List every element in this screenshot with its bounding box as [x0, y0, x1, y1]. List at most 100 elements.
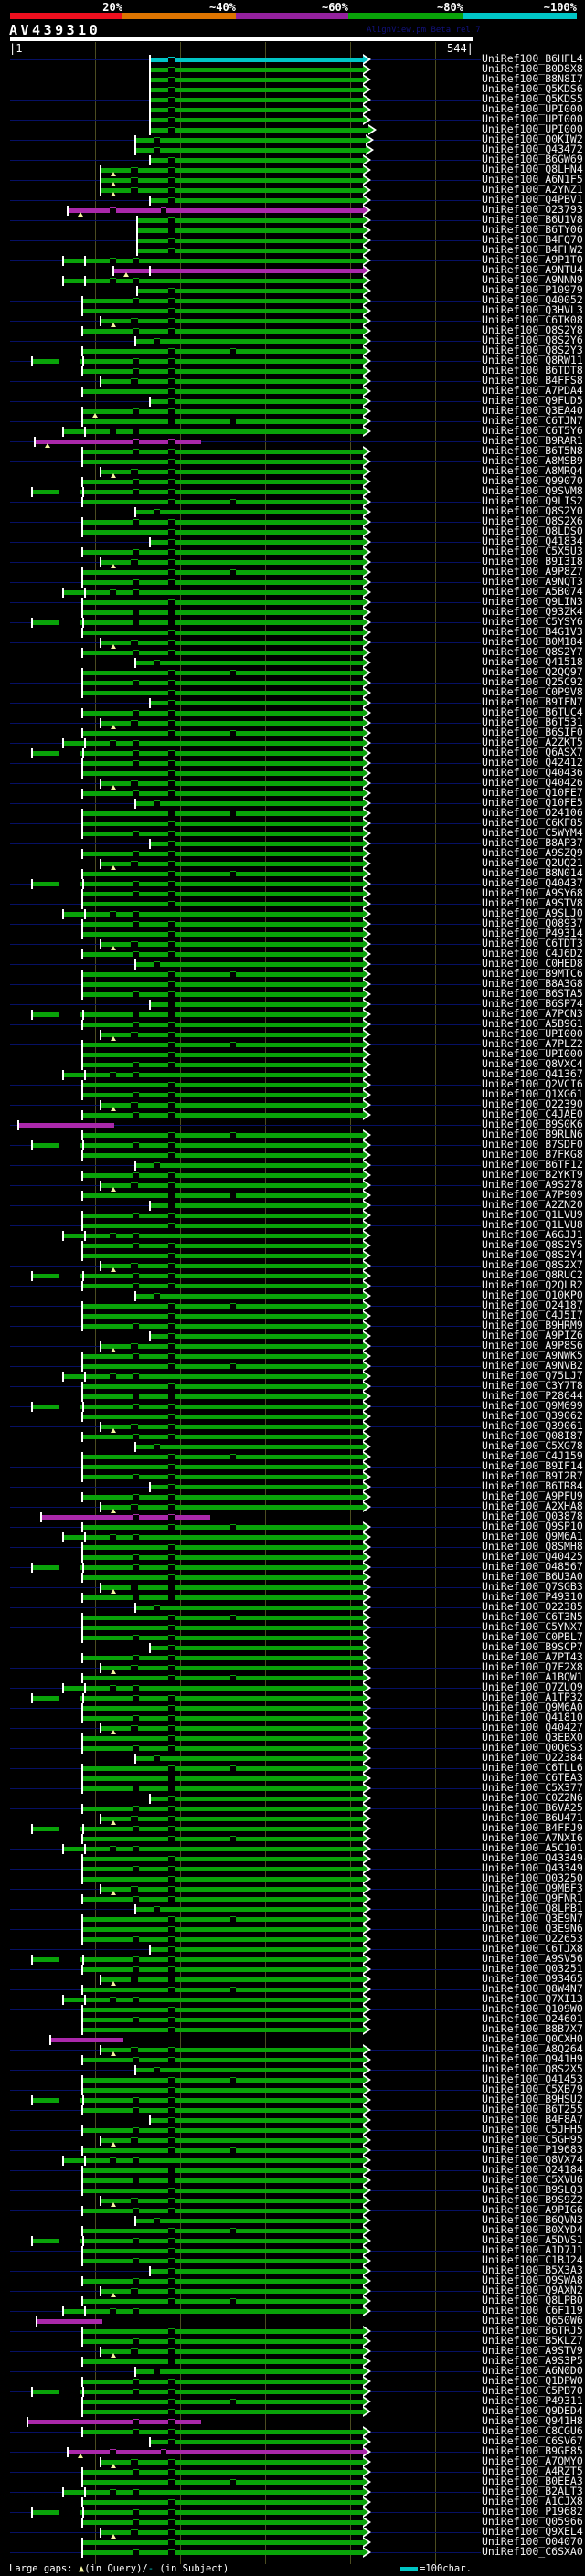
subject-gap-marker — [154, 2219, 160, 2223]
alignment-row: UniRef100_A6GJJ1 — [0, 1229, 585, 1241]
subject-gap-line — [133, 449, 139, 450]
subject-gap-line — [168, 1836, 175, 1837]
alignment-row: UniRef100_B4FFS8 — [0, 375, 585, 387]
subject-gap-marker — [168, 1425, 175, 1429]
subject-label: UniRef100_Q9DED4 — [482, 2404, 583, 2417]
start-tick — [81, 1020, 83, 1030]
subject-gap-line — [230, 2479, 236, 2480]
alignment-row: UniRef100_C6TLL6 — [0, 1762, 585, 1774]
subject-gap-line — [110, 1846, 116, 1847]
subject-gap-line — [131, 2198, 138, 2199]
subject-gap-line — [161, 207, 166, 208]
alignment-bar — [82, 1555, 363, 1560]
arrowhead-icon — [363, 2076, 368, 2083]
alignment-bar — [82, 299, 363, 303]
arrowhead-icon — [363, 1885, 368, 1892]
subject-gap-marker — [168, 721, 175, 726]
alignment-row: UniRef100_P19682 — [0, 2506, 585, 2518]
subject-label: UniRef100_A2XHA8 — [482, 1500, 583, 1512]
alignment-row: UniRef100_Q8VX74 — [0, 2154, 585, 2166]
subject-gap-line — [168, 2389, 175, 2390]
subject-gap-marker — [168, 2098, 175, 2103]
arrowhead-icon — [363, 1383, 368, 1390]
alignment-bar — [82, 1415, 363, 1419]
alignment-bar — [101, 1183, 363, 1188]
subject-gap-marker — [168, 1807, 175, 1811]
start-tick — [81, 2246, 83, 2256]
start-tick — [81, 1171, 83, 1181]
arrowhead-icon — [363, 870, 368, 877]
subject-label: UniRef100_C5JHH5 — [482, 2123, 583, 2136]
start-tick — [100, 467, 101, 477]
subject-label: UniRef100_O22384 — [482, 1751, 583, 1764]
subject-gap-marker — [168, 490, 175, 494]
subject-label: UniRef100_Q9M6A0 — [482, 1701, 583, 1713]
alignment-row: UniRef100_O24106 — [0, 807, 585, 819]
subject-gap-line — [131, 1182, 138, 1183]
subject-gap-line — [133, 2419, 139, 2420]
subject-gap-marker — [168, 2299, 175, 2304]
subject-gap-line — [154, 1444, 160, 1445]
subject-gap-line — [168, 2539, 175, 2540]
subject-gap-line — [168, 479, 175, 480]
subject-label: UniRef100_A9PIG6 — [482, 2203, 583, 2216]
alignment-row: UniRef100_C5X5U3 — [0, 546, 585, 557]
alignment-bar — [82, 1314, 363, 1319]
subject-gap-marker — [168, 2048, 175, 2052]
segment-tick — [82, 1271, 84, 1281]
alignment-bar — [101, 1887, 363, 1892]
subject-gap-marker — [133, 2259, 139, 2263]
subject-label: UniRef100_C6T3N5 — [482, 1610, 583, 1623]
subject-gap-marker — [168, 319, 175, 323]
subject-label: UniRef100_Q41518 — [482, 655, 583, 668]
segment-tick — [84, 2156, 86, 2166]
start-tick — [100, 165, 101, 175]
subject-gap-line — [168, 841, 175, 842]
alignment-bar — [82, 1867, 363, 1871]
subject-gap-marker — [154, 2369, 160, 2374]
alignment-bar — [82, 2018, 363, 2022]
subject-gap-line — [133, 2379, 139, 2380]
start-tick — [81, 1854, 83, 1864]
alignment-row: UniRef100_B2ALT3 — [0, 2486, 585, 2497]
ruler-start-label: |1 — [9, 42, 23, 55]
subject-gap-marker — [110, 1234, 116, 1238]
subject-gap-marker — [154, 510, 160, 514]
start-tick — [149, 75, 151, 85]
subject-gap-line — [131, 1102, 138, 1103]
alignment-bar — [135, 962, 363, 967]
subject-gap-marker — [133, 1244, 139, 1248]
subject-gap-marker — [131, 1033, 138, 1037]
start-tick — [81, 648, 83, 658]
arrowhead-icon — [363, 991, 368, 998]
start-tick — [81, 2125, 83, 2136]
subject-gap-line — [168, 1022, 175, 1023]
alignment-bar — [82, 711, 363, 716]
subject-gap-line — [133, 1936, 139, 1937]
query-gap-triangle-icon — [111, 2142, 116, 2147]
start-tick — [81, 1060, 83, 1070]
subject-label: UniRef100_C4JAE0 — [482, 1108, 583, 1120]
arrowhead-icon — [363, 2167, 368, 2174]
subject-label: UniRef100_C5PB70 — [482, 2384, 583, 2397]
start-tick — [31, 2236, 33, 2246]
subject-gap-line — [168, 1896, 175, 1897]
subject-label: UniRef100_B8AP37 — [482, 836, 583, 849]
alignment-bar — [137, 249, 363, 253]
start-tick — [81, 869, 83, 879]
alignment-row: UniRef100_C5JHH5 — [0, 2123, 585, 2136]
arrowhead-icon — [363, 1996, 368, 2003]
start-tick — [149, 1643, 151, 1653]
subject-gap-marker — [168, 852, 175, 856]
subject-label: UniRef100_Q8S2X5 — [482, 2062, 583, 2075]
start-tick — [81, 1573, 83, 1583]
subject-label: UniRef100_Q8W4N7 — [482, 1982, 583, 1995]
arrowhead-icon — [363, 950, 368, 958]
arrowhead-icon — [363, 2187, 368, 2194]
start-tick — [62, 1683, 64, 1693]
subject-gap-line — [168, 700, 175, 701]
subject-gap-line — [168, 1946, 175, 1947]
subject-gap-line — [230, 1524, 236, 1525]
subject-gap-line — [168, 730, 175, 731]
subject-gap-marker — [168, 1043, 175, 1047]
